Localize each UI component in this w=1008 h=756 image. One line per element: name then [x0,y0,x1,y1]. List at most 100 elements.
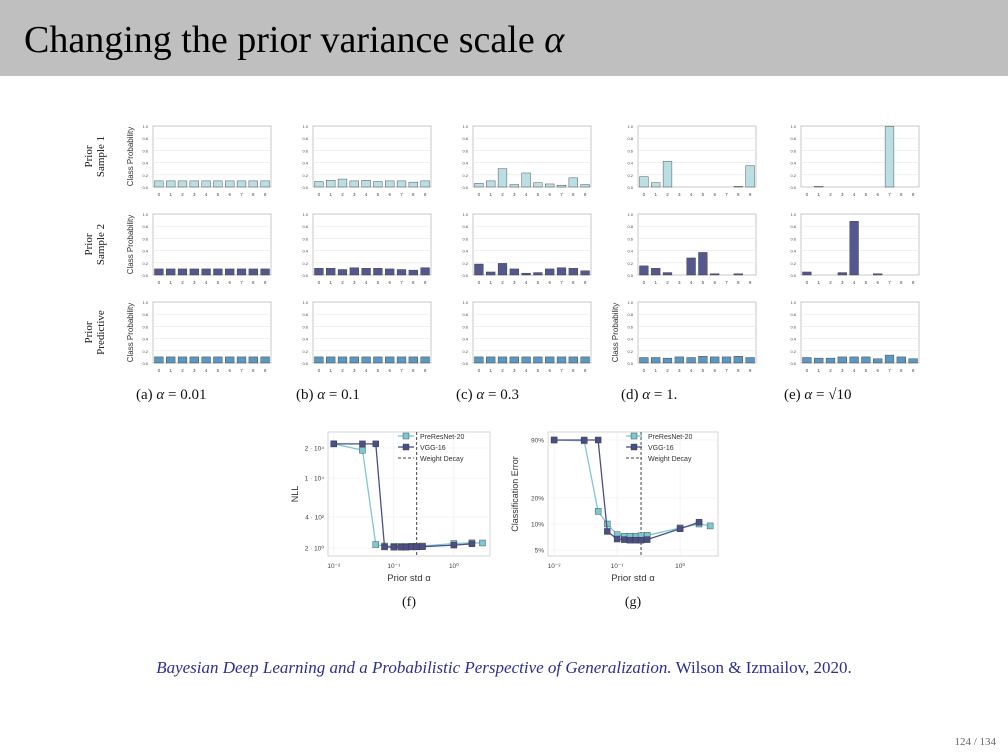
bar-predictive-2 [825,357,836,364]
y-tick-label: 1.0 [462,300,468,305]
y-tick-label: 0.8 [790,312,796,317]
panel-frame [800,213,920,276]
x-tick-label: 4 [525,280,528,285]
bar-predictive-2 [177,356,188,364]
bar-sample-2-5 [373,268,383,276]
x-tick-label: 2 [181,192,184,197]
bar-predictive-4 [849,356,859,364]
y-tick-label: 0.2 [462,349,468,354]
x-tick-label: 2 [666,192,669,197]
y-tick-label: 0.4 [462,249,468,254]
bar-sample-2-9 [260,268,270,276]
y-tick-label: 0.6 [627,236,633,241]
y-tick-label: 0.6 [627,148,633,153]
x-tick-label: 1 [329,192,332,197]
bar-sample-2-5 [533,272,543,276]
bar-sample-1-5 [213,180,223,188]
x-tick-label: 7 [400,368,403,373]
panel-frame [152,213,272,276]
bar-predictive-3 [349,356,359,364]
bar-predictive-5 [213,356,223,364]
panel-frame [637,301,757,364]
bar-sample-2-1 [166,268,176,276]
column-caption: (c) α = 0.3 [456,387,519,403]
bar-sample-2-1 [486,271,496,276]
x-tick-label: 0 [478,192,481,197]
x-tick-label: 3 [193,368,196,373]
x-tick-label: 1 [654,280,657,285]
bar-sample-1-4 [521,172,531,188]
x-tick-label: 3 [513,280,516,285]
bar-predictive-6 [873,358,883,364]
bar-sample-1-1 [166,180,176,188]
x-tick-label: 9 [749,368,752,373]
x-tick-label: 10⁻² [548,563,562,570]
y-tick-label: 0.8 [627,224,633,229]
panel-frame [800,301,920,364]
caption-value: = 1. [650,387,677,403]
bar-sample-2-4 [686,257,696,276]
bar-sample-1-0 [314,181,324,188]
x-tick-label: 9 [584,192,587,197]
series-marker [372,541,379,548]
x-tick-label: 3 [193,280,196,285]
x-tick-label: 2 [341,280,344,285]
bar-sample-1-7 [556,184,567,188]
bar-predictive-4 [201,356,211,364]
plot-frame [327,431,491,557]
caption-prefix: (d) [621,387,642,403]
bar-sample-1-5 [373,181,383,188]
caption-value: = 0.3 [484,387,519,403]
panel-frame [472,125,592,188]
series-marker [613,535,621,543]
bar-sample-1-9 [420,180,430,188]
page-number: 124 / 134 [954,736,996,748]
x-tick-label: 5 [217,368,220,373]
bar-sample-1-0 [474,183,484,188]
caption-symbol: α [156,387,165,403]
bar-sample-2-9 [580,270,590,276]
y-tick-label: 1.0 [142,124,148,129]
x-tick-label: 10⁻² [327,563,341,570]
y-tick-label: 0.8 [790,224,796,229]
x-tick-label: 6 [228,192,231,197]
bar-predictive-5 [698,356,708,364]
y-tick-label: 0.2 [627,173,633,178]
y-tick-label: 2 · 10⁰ [305,545,325,553]
bar-sample-2-6 [385,268,395,276]
y-tick-label: 0.8 [142,312,148,317]
x-tick-label: 7 [725,192,728,197]
y-tick-label: 0.2 [790,261,796,266]
panel-frame [312,301,432,364]
y-tick-label: 0.2 [462,173,468,178]
y-tick-label: 1.0 [627,300,633,305]
x-tick-label: 7 [240,192,243,197]
bar-predictive-2 [337,356,348,364]
bar-predictive-4 [521,356,531,364]
bar-sample-2-0 [802,271,812,276]
y-tick-label: 2 · 10⁴ [305,446,325,453]
x-tick-label: 7 [560,368,563,373]
x-tick-label: 5 [702,368,705,373]
x-tick-label: 6 [228,368,231,373]
x-tick-label: 4 [525,192,528,197]
legend-marker [402,443,410,451]
row-label: Sample 2 [95,224,107,265]
panel-caption: (g) [625,595,642,610]
row-label: Sample 1 [95,136,107,177]
bar-sample-2-4 [521,272,531,276]
column-caption: (a) α = 0.01 [136,387,207,403]
bar-sample-1-1 [326,180,336,188]
x-tick-label: 5 [377,280,380,285]
bar-predictive-5 [861,356,871,364]
y-tick-label: 0.6 [142,236,148,241]
x-tick-label: 1 [817,280,820,285]
panel-caption: (f) [402,595,416,610]
bar-sample-1-3 [349,180,359,188]
bar-predictive-0 [154,356,164,364]
x-tick-label: 8 [572,192,575,197]
x-tick-label: 5 [865,192,868,197]
bar-sample-1-1 [651,182,661,188]
y-tick-label: 1.0 [302,124,308,129]
y-tick-label: 0.2 [627,349,633,354]
